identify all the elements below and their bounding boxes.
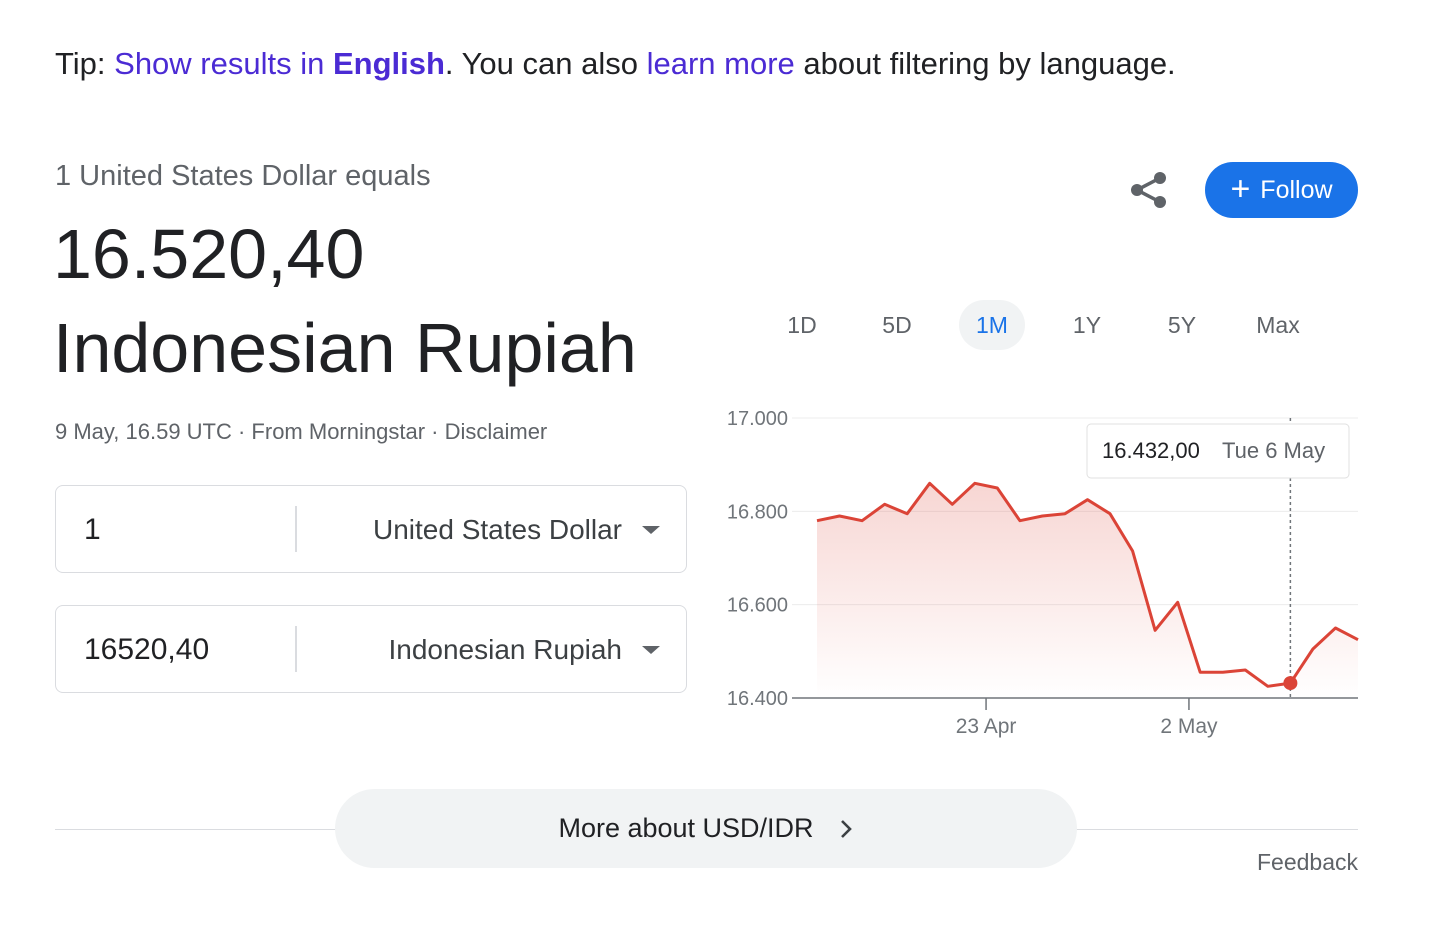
language-tip: Tip: Show results in English. You can al… (55, 46, 1176, 82)
to-amount-input[interactable]: 16520,40 (84, 633, 210, 666)
converter-divider (295, 506, 297, 552)
x-tick-label: 23 Apr (956, 715, 1017, 738)
show-english-link-text: Show results in (114, 46, 333, 81)
exchange-rate-chart[interactable]: 17.000 16.800 16.600 16.400 23 Apr 2 May 16.… (700, 395, 1380, 755)
show-english-link-bold: English (332, 46, 445, 81)
follow-button[interactable]: + Follow (1205, 162, 1358, 218)
learn-more-link[interactable]: learn more (646, 46, 795, 81)
equals-label: 1 United States Dollar equals (55, 160, 431, 192)
range-tab-5y[interactable]: 5Y (1167, 312, 1197, 338)
share-icon[interactable] (1127, 168, 1171, 212)
range-tab-1m[interactable]: 1M (959, 300, 1025, 350)
y-tick-label: 17.000 (727, 408, 788, 430)
chart-area-fill (817, 483, 1358, 698)
y-tick-label: 16.600 (727, 595, 788, 617)
feedback-link[interactable]: Feedback (1256, 849, 1358, 875)
plus-icon: + (1230, 169, 1251, 208)
show-english-link[interactable]: Show results in English (114, 46, 445, 81)
x-tick-label: 2 May (1160, 715, 1218, 738)
follow-label: Follow (1260, 175, 1333, 204)
source-line: 9 May, 16.59 UTC · From Morningstar · Di… (55, 419, 548, 444)
y-tick-label: 16.400 (727, 688, 788, 710)
range-tab-5d[interactable]: 5D (882, 312, 912, 338)
tooltip-date: Tue 6 May (1222, 438, 1325, 463)
y-tick-label: 16.800 (727, 501, 788, 523)
tip-middle: . You can also (444, 46, 647, 81)
more-about-button[interactable]: More about USD/IDR (335, 789, 1077, 868)
from-converter: 1 United States Dollar (55, 485, 687, 573)
range-tab-1d[interactable]: 1D (787, 312, 817, 338)
tip-prefix: Tip: (55, 46, 115, 81)
tip-suffix: about filtering by language. (794, 46, 1176, 81)
from-amount-input[interactable]: 1 (84, 513, 101, 546)
chart-series-line (816, 481, 1359, 688)
range-tab-1y[interactable]: 1Y (1072, 312, 1102, 338)
chevron-right-icon (840, 819, 852, 838)
more-about-label: More about USD/IDR (558, 813, 814, 843)
range-tab-max[interactable]: Max (1256, 312, 1300, 338)
highlighted-data-point (1283, 676, 1298, 691)
dropdown-arrow-icon[interactable] (642, 646, 660, 654)
converter-divider (295, 626, 297, 672)
dropdown-arrow-icon[interactable] (642, 526, 660, 534)
chart-tooltip: 16.432,00 Tue 6 May (1086, 423, 1350, 479)
converted-amount: 16.520,40 (53, 215, 365, 293)
tooltip-box (1086, 423, 1350, 479)
to-converter: 16520,40 Indonesian Rupiah (55, 605, 687, 693)
target-currency-name: Indonesian Rupiah (53, 309, 637, 387)
to-currency-select[interactable]: Indonesian Rupiah (388, 634, 622, 665)
tooltip-value: 16.432,00 (1102, 438, 1200, 463)
time-range-tabs: 1D 5D 1M 1Y 5Y Max (755, 300, 1355, 352)
from-currency-select[interactable]: United States Dollar (372, 514, 622, 545)
